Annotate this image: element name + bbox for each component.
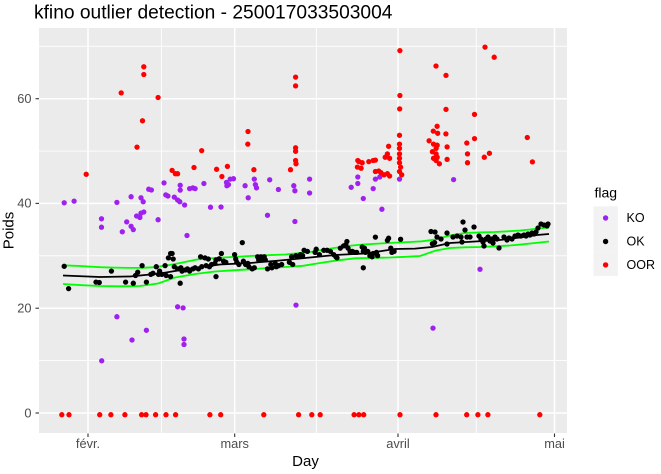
svg-text:févr.: févr. — [76, 436, 100, 451]
svg-text:0: 0 — [24, 405, 31, 420]
svg-text:OOR: OOR — [627, 258, 655, 272]
svg-text:Poids: Poids — [1, 212, 18, 250]
svg-text:Day: Day — [292, 453, 319, 470]
svg-text:OK: OK — [627, 235, 646, 249]
svg-text:KO: KO — [627, 211, 645, 225]
svg-text:avril: avril — [386, 436, 409, 451]
svg-text:60: 60 — [17, 91, 31, 106]
svg-text:40: 40 — [17, 196, 31, 211]
svg-text:mars: mars — [220, 436, 248, 451]
svg-text:20: 20 — [17, 301, 31, 316]
svg-text:kfino outlier detection - 2500: kfino outlier detection - 25001703350300… — [34, 2, 393, 23]
svg-text:flag: flag — [595, 185, 618, 201]
svg-text:mai: mai — [544, 436, 565, 451]
